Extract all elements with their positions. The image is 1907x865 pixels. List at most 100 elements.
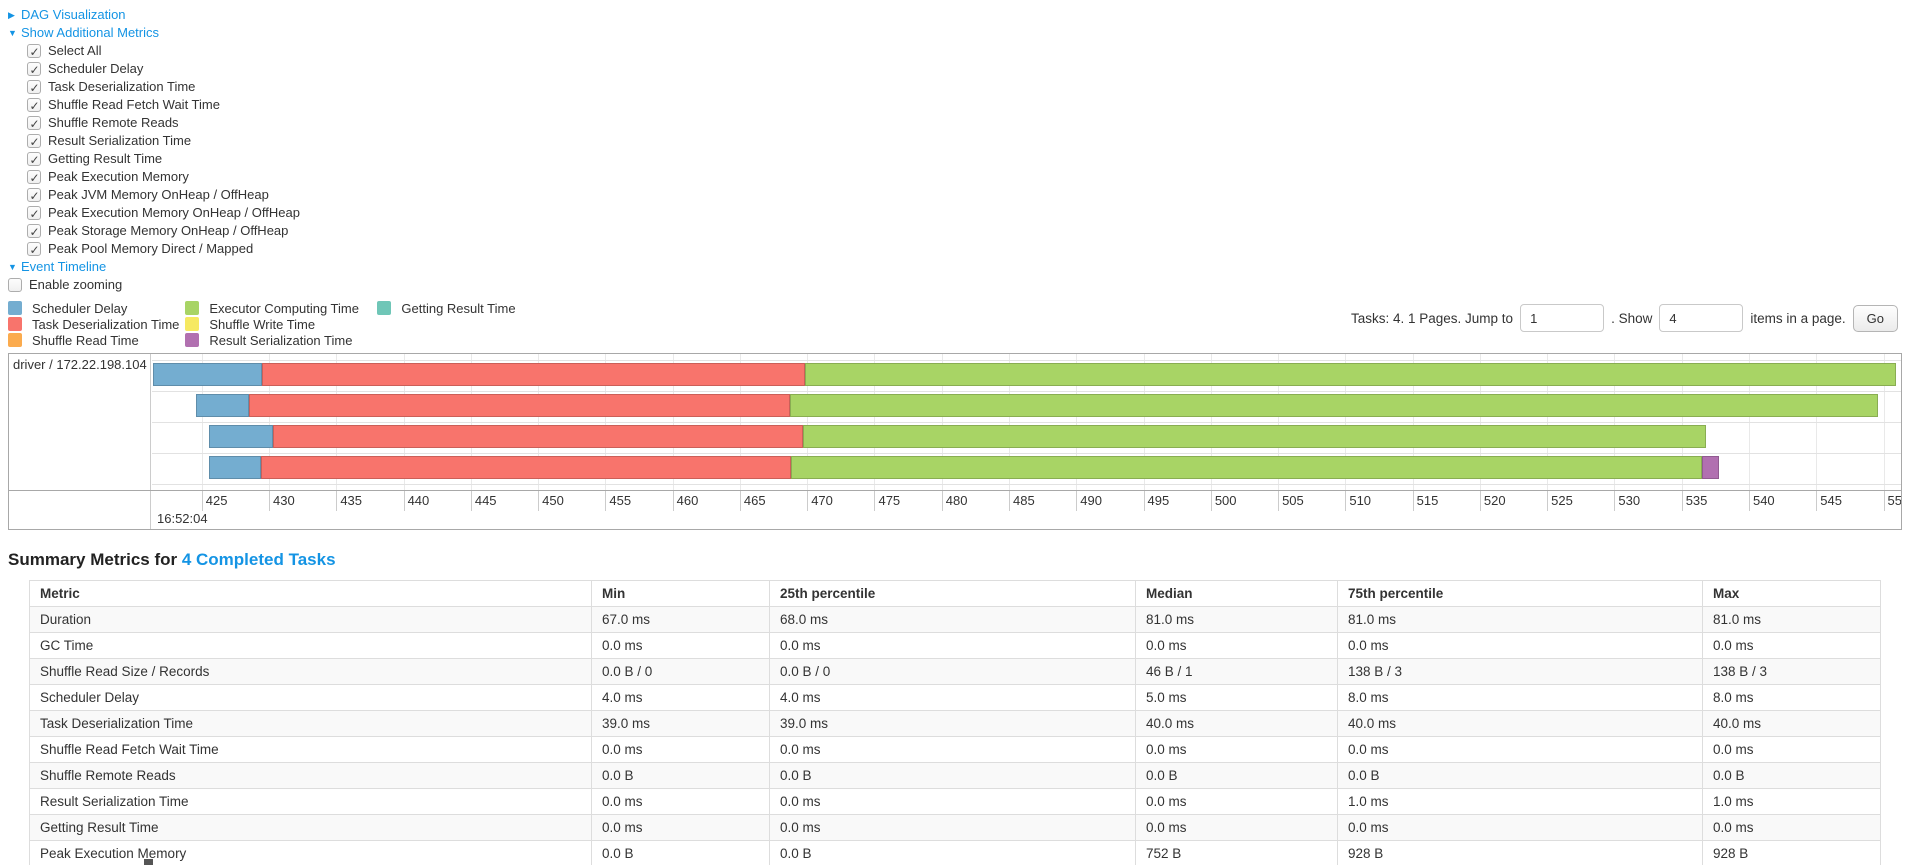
- rows-bottom-line: [152, 484, 1901, 485]
- metric-checkbox-item: Getting Result Time: [27, 150, 1907, 169]
- table-body: Duration 67.0 ms 68.0 ms 81.0 ms 81.0 ms 81.0…: [29, 606, 1881, 865]
- legend-item: Shuffle Read Time: [8, 333, 179, 349]
- metric-value-cell: 928 B: [1337, 840, 1703, 865]
- metric-value-cell: 0.0 ms: [1135, 814, 1338, 841]
- metric-checkbox-item: Shuffle Read Fetch Wait Time: [27, 96, 1907, 115]
- completed-tasks-link[interactable]: 4 Completed Tasks: [181, 550, 336, 569]
- metric-checkbox-11[interactable]: [27, 241, 41, 259]
- legend-label: Executor Computing Time: [209, 301, 359, 316]
- metric-value-cell: 0.0 ms: [591, 736, 770, 763]
- event-timeline-toggle[interactable]: ▼ Event Timeline: [8, 258, 1907, 276]
- legend-item: Getting Result Time: [377, 301, 561, 317]
- dag-visualization-toggle[interactable]: ▶ DAG Visualization: [8, 6, 1907, 24]
- metric-value-cell: 0.0 B / 0: [591, 658, 770, 685]
- metric-value-cell: 0.0 B: [1135, 762, 1338, 789]
- axis-tick-label: 530: [1618, 493, 1641, 508]
- axis-tick: [1009, 491, 1010, 511]
- axis-tick: [1681, 491, 1683, 511]
- axis-tick: [269, 491, 271, 511]
- column-header: Metric: [29, 580, 592, 607]
- metric-checkbox-8[interactable]: [27, 187, 41, 205]
- axis-tick-label: 495: [1147, 493, 1170, 508]
- axis-tick: [470, 491, 472, 511]
- axis-tick-label: 490: [1080, 493, 1102, 508]
- metric-value-cell: 0.0 ms: [1702, 814, 1881, 841]
- metric-value-cell: 0.0 B: [769, 762, 1136, 789]
- metric-value-cell: 5.0 ms: [1135, 684, 1338, 711]
- axis-tick: [1816, 491, 1818, 511]
- enable-zooming-label: Enable zooming: [29, 277, 123, 292]
- metric-value-cell: 46 B / 1: [1135, 658, 1338, 685]
- column-header: Min: [591, 580, 770, 607]
- pagination-middle: . Show: [1611, 310, 1653, 326]
- timeline-legend-bar: Scheduler Delay Task Deserialization Time…: [8, 301, 1898, 349]
- column-header: 75th percentile: [1337, 580, 1703, 607]
- task-pagination: Tasks: 4. 1 Pages. Jump to . Show items …: [1351, 301, 1898, 332]
- task-row-2: [152, 422, 1901, 453]
- axis-tick-label: 505: [1282, 493, 1304, 508]
- metric-value-cell: 0.0 ms: [1702, 632, 1881, 659]
- axis-tick-label: 480: [945, 493, 968, 508]
- metric-checkbox-6[interactable]: [27, 151, 41, 169]
- getting-result-swatch-icon: [377, 301, 392, 315]
- metric-value-cell: 0.0 ms: [769, 814, 1136, 841]
- metric-value-cell: 81.0 ms: [1135, 606, 1338, 633]
- metric-checkbox-label: Getting Result Time: [48, 151, 163, 166]
- enable-zooming-checkbox[interactable]: [8, 278, 22, 292]
- metric-checkbox-item: Peak JVM Memory OnHeap / OffHeap: [27, 186, 1907, 205]
- metric-name-cell: Task Deserialization Time: [29, 710, 592, 737]
- axis-tick: [672, 491, 674, 511]
- metric-value-cell: 40.0 ms: [1135, 710, 1338, 737]
- metric-value-cell: 0.0 B: [1702, 762, 1881, 789]
- metric-name-cell: GC Time: [29, 632, 592, 659]
- task-0-segment-task-deserialization: [262, 363, 805, 386]
- task-row-1: [152, 391, 1901, 422]
- metric-checkbox-2[interactable]: [27, 79, 41, 97]
- metric-value-cell: 1.0 ms: [1337, 788, 1703, 815]
- axis-tick-label: 500: [1214, 493, 1237, 508]
- metric-checkbox-item: Scheduler Delay: [27, 60, 1907, 79]
- task-row-3: [152, 453, 1901, 484]
- metric-value-cell: 1.0 ms: [1702, 788, 1881, 815]
- task-1-segment-task-deserialization: [248, 394, 790, 417]
- jump-to-page-input[interactable]: [1520, 304, 1605, 332]
- pagination-prefix: Tasks: 4. 1 Pages. Jump to: [1350, 310, 1514, 326]
- metric-checkbox-0[interactable]: [27, 43, 41, 61]
- metric-checkbox-4[interactable]: [27, 115, 41, 133]
- metric-value-cell: 39.0 ms: [591, 710, 770, 737]
- metric-checkbox-9[interactable]: [27, 205, 41, 223]
- axis-tick-label: 540: [1752, 493, 1775, 508]
- metric-value-cell: 0.0 ms: [769, 736, 1136, 763]
- metric-checkbox-5[interactable]: [27, 133, 41, 151]
- axis-tick: [941, 491, 943, 511]
- legend-column: Scheduler Delay Task Deserialization Time…: [8, 301, 179, 349]
- axis-tick: [739, 491, 741, 511]
- metric-value-cell: 0.0 ms: [769, 632, 1136, 659]
- metric-value-cell: 39.0 ms: [769, 710, 1136, 737]
- axis-tick-label: 465: [743, 493, 766, 508]
- axis-tick-label: 455: [609, 493, 632, 508]
- metric-name-cell: Result Serialization Time: [29, 788, 592, 815]
- axis-tick-label: 515: [1416, 493, 1439, 508]
- metric-value-cell: 0.0 ms: [591, 632, 770, 659]
- axis-tick: [605, 491, 607, 511]
- show-additional-metrics-toggle[interactable]: ▼ Show Additional Metrics: [8, 24, 1907, 42]
- go-button[interactable]: Go: [1852, 304, 1898, 332]
- metric-checkbox-1[interactable]: [27, 61, 41, 79]
- metric-value-cell: 0.0 ms: [1135, 788, 1338, 815]
- metric-checkbox-3[interactable]: [27, 97, 41, 115]
- metric-checkbox-item: Peak Storage Memory OnHeap / OffHeap: [27, 222, 1907, 241]
- collapsed-arrow-icon: ▶: [8, 10, 15, 20]
- metric-checkbox-label: Shuffle Remote Reads: [48, 115, 179, 130]
- metric-checkbox-item: Peak Execution Memory: [27, 168, 1907, 187]
- items-per-page-input[interactable]: [1659, 304, 1744, 332]
- summary-metrics-table: Metric Min 25th percentile Median 75th perce…: [29, 580, 1881, 865]
- metric-name-cell: Shuffle Read Fetch Wait Time: [29, 736, 592, 763]
- axis-tick: [1412, 491, 1414, 511]
- metric-checkbox-item: Task Deserialization Time: [27, 78, 1907, 97]
- legend-item: Executor Computing Time: [185, 301, 377, 317]
- metric-checkbox-10[interactable]: [27, 223, 41, 241]
- table-header-row: Metric Min 25th percentile Median 75th perce…: [29, 580, 1881, 607]
- metric-checkbox-7[interactable]: [27, 169, 41, 187]
